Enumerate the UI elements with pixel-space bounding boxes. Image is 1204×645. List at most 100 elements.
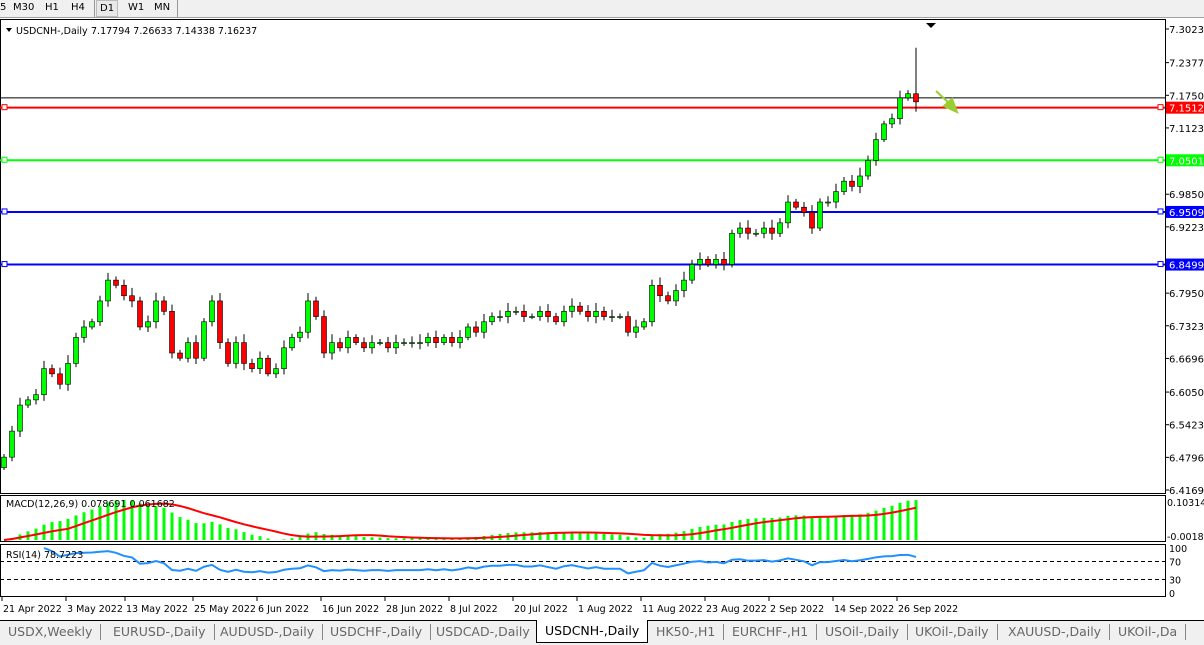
macd-histogram-bar	[379, 538, 382, 540]
macd-histogram-bar	[387, 538, 390, 540]
tab-ukoil-daily[interactable]: UKOil-,Daily	[907, 624, 998, 640]
candle-body	[378, 343, 383, 344]
macd-histogram-bar	[251, 535, 254, 540]
y-tick-label: 7.23770	[1169, 59, 1204, 70]
level-price-label: 6.84990	[1169, 261, 1204, 272]
candle-body	[434, 337, 439, 342]
macd-histogram-bar	[395, 538, 398, 540]
macd-histogram-bar	[243, 532, 246, 540]
macd-histogram-bar	[731, 522, 734, 540]
candle-body	[130, 296, 135, 301]
candle-body	[562, 311, 567, 321]
tf-w1[interactable]: W1	[128, 2, 144, 13]
candle-body	[370, 343, 375, 348]
tab-ukoil-da[interactable]: UKOil-,Da	[1110, 624, 1186, 640]
candle-body	[570, 306, 575, 311]
candle-body	[346, 337, 351, 347]
candle-body	[626, 317, 631, 333]
macd-histogram-bar	[643, 538, 646, 540]
candle-body	[226, 343, 231, 364]
candle-body	[666, 296, 671, 301]
x-tick-label: 11 Aug 2022	[642, 604, 703, 615]
candle-body	[402, 343, 407, 344]
candle-body	[546, 311, 551, 316]
macd-histogram-bar	[259, 536, 262, 540]
macd-histogram-bar	[803, 516, 806, 540]
candle-body	[474, 327, 479, 332]
y-tick-label: 6.98500	[1169, 190, 1204, 201]
candle-body	[594, 311, 599, 316]
level-handle	[2, 157, 7, 162]
macd-histogram-bar	[179, 517, 182, 540]
candle-body	[218, 301, 223, 343]
tf-h4[interactable]: H4	[71, 2, 85, 13]
candle-body	[690, 264, 695, 280]
price-chart[interactable]: 7.302307.237707.175007.112306.985006.922…	[0, 18, 1204, 620]
tf-m5[interactable]: 5	[0, 2, 6, 13]
tf-mn[interactable]: MN	[154, 2, 170, 13]
candle-body	[882, 124, 887, 140]
y-tick-label: 7.17500	[1169, 91, 1204, 102]
rsi-tick: 0	[1169, 589, 1175, 600]
level-handle	[1158, 157, 1163, 162]
level-price-label: 6.95093	[1169, 208, 1204, 219]
macd-histogram-bar	[851, 515, 854, 540]
macd-histogram-bar	[203, 523, 206, 540]
level-handle	[2, 105, 7, 110]
candle-body	[74, 337, 79, 363]
level-handle	[2, 262, 7, 267]
candle-body	[34, 395, 39, 400]
tf-d1[interactable]: D1	[96, 0, 118, 17]
candle-body	[426, 337, 431, 342]
tab-xauusd-daily[interactable]: XAUUSD-,Daily	[1000, 624, 1110, 640]
candle-body	[58, 374, 63, 384]
candle-body	[386, 343, 391, 348]
collapse-triangle-icon	[6, 28, 12, 32]
tab-eurusd-daily[interactable]: EURUSD-,Daily	[105, 624, 215, 640]
tab-eurchf-h1[interactable]: EURCHF-,H1	[724, 624, 817, 640]
macd-histogram-bar	[739, 520, 742, 540]
tab-usoil-daily[interactable]: USOil-,Daily	[817, 624, 908, 640]
tf-m30[interactable]: M30	[13, 2, 34, 13]
candle-body	[698, 259, 703, 264]
macd-histogram-bar	[235, 529, 238, 540]
macd-histogram-bar	[219, 524, 222, 540]
tab-audusd-daily[interactable]: AUDUSD-,Daily	[212, 624, 323, 640]
macd-histogram-bar	[747, 519, 750, 540]
candle-body	[466, 327, 471, 337]
candle-body	[866, 160, 871, 176]
macd-histogram-bar	[619, 535, 622, 540]
tab-usdcnh-daily[interactable]: USDCNH-,Daily	[536, 620, 648, 643]
candle-body	[810, 212, 815, 228]
tab-usdchf-daily[interactable]: USDCHF-,Daily	[322, 624, 431, 640]
candle-body	[610, 317, 615, 318]
candle-body	[722, 259, 727, 264]
candle-body	[730, 233, 735, 264]
macd-histogram-bar	[83, 512, 86, 540]
level-handle	[1158, 209, 1163, 214]
macd-histogram-bar	[827, 517, 830, 540]
candle-body	[298, 332, 303, 337]
y-tick-label: 6.66960	[1169, 354, 1204, 365]
candle-body	[682, 280, 687, 290]
macd-histogram-bar	[867, 513, 870, 540]
candle-body	[898, 98, 903, 119]
macd-histogram-bar	[195, 523, 198, 540]
shift-marker-icon	[926, 23, 936, 28]
candle-body	[242, 343, 247, 364]
macd-histogram-bar	[355, 536, 358, 540]
tf-h1[interactable]: H1	[45, 2, 59, 13]
candle-body	[586, 311, 591, 316]
tab-usdx-weekly[interactable]: USDX,Weekly	[0, 624, 101, 640]
macd-histogram-bar	[755, 518, 758, 540]
y-tick-label: 6.79500	[1169, 289, 1204, 300]
x-tick-label: 21 Apr 2022	[3, 604, 62, 615]
tab-usdcad-daily[interactable]: USDCAD-,Daily	[428, 624, 539, 640]
candle-body	[138, 301, 143, 327]
y-tick-label: 6.54230	[1169, 421, 1204, 432]
tab-hk50-h1[interactable]: HK50-,H1	[648, 624, 724, 640]
candle-body	[274, 369, 279, 374]
candle-body	[650, 285, 655, 321]
macd-top-tick: 0.103149	[1167, 498, 1204, 509]
candle-body	[42, 369, 47, 395]
